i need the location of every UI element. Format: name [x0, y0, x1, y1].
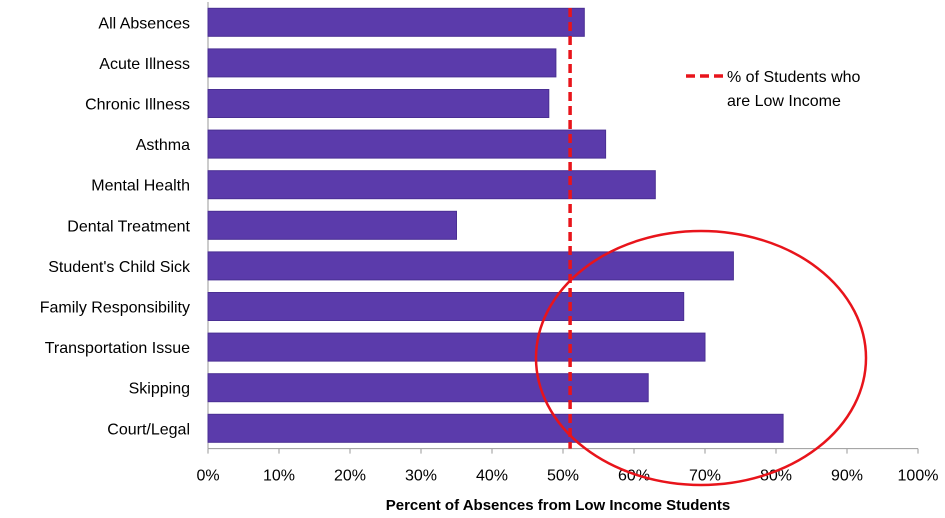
- category-labels: All Absences Acute Illness Chronic Illness…: [40, 15, 191, 438]
- x-tick-label: 0%: [196, 468, 219, 485]
- bars-layer: [207, 7, 784, 443]
- bar-chronic-illness: [207, 89, 550, 118]
- legend: % of Students who are Low Income: [686, 69, 861, 110]
- bar-court-legal: [207, 413, 784, 443]
- bar-acute-illness: [207, 48, 557, 78]
- x-tick-label: 10%: [263, 468, 295, 485]
- category-label: Family Responsibility: [40, 300, 190, 317]
- bar-student-s-child-sick: [207, 251, 734, 281]
- bar-skipping: [207, 373, 649, 403]
- x-tick-label: 100%: [898, 468, 939, 485]
- x-tick-label: 80%: [760, 468, 792, 485]
- highlight-ellipse: [534, 229, 868, 487]
- x-axis-title: Percent of Absences from Low Income Stud…: [386, 497, 731, 514]
- x-tick-label: 30%: [405, 468, 437, 485]
- category-label: Acute Illness: [99, 56, 190, 73]
- x-tick-label: 20%: [334, 468, 366, 485]
- bar-dental-treatment: [207, 210, 457, 240]
- category-label: Mental Health: [91, 178, 190, 195]
- category-label: Skipping: [129, 381, 190, 398]
- x-tick-label: 70%: [689, 468, 721, 485]
- category-label: Dental Treatment: [67, 218, 190, 235]
- category-label: Asthma: [136, 137, 190, 154]
- legend-label-line2: are Low Income: [727, 93, 841, 110]
- category-label: Student's Child Sick: [48, 259, 191, 276]
- x-tick-label: 40%: [476, 468, 508, 485]
- bar-family-responsibility: [207, 292, 685, 321]
- bar-asthma: [207, 129, 607, 159]
- legend-label-line1: % of Students who: [727, 69, 861, 86]
- x-tick-label: 90%: [831, 468, 863, 485]
- bar-mental-health: [207, 170, 656, 200]
- x-axis-ticks: 0% 10% 20% 30% 40% 50% 60% 70% 80% 90% 100%: [196, 448, 939, 485]
- category-label: Transportation Issue: [45, 340, 190, 357]
- bar-all-absences: [207, 7, 585, 37]
- category-label: All Absences: [98, 15, 190, 32]
- category-label: Court/Legal: [107, 421, 190, 438]
- category-label: Chronic Illness: [85, 97, 190, 114]
- x-tick-label: 50%: [547, 468, 579, 485]
- bar-transportation-issue: [207, 332, 706, 362]
